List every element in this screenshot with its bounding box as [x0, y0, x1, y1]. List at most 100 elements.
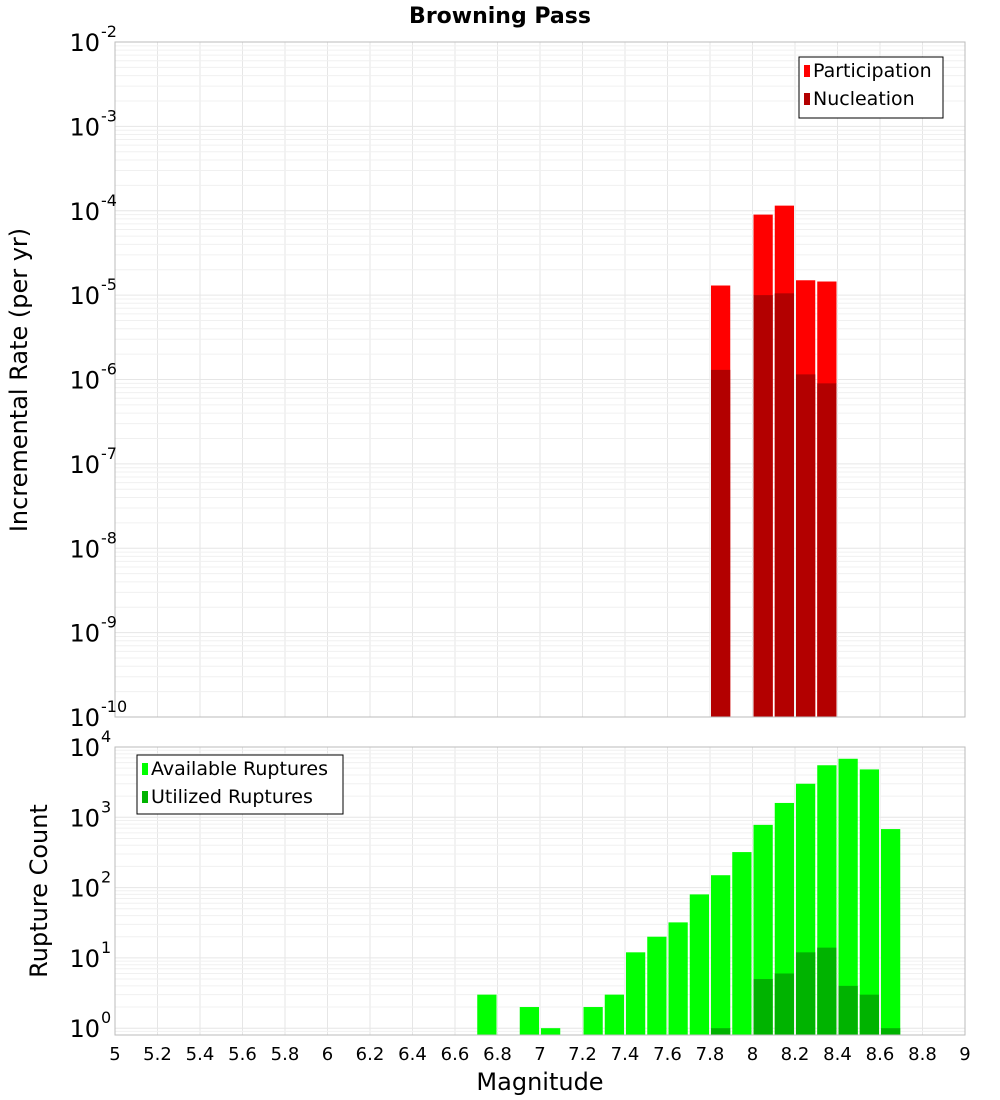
- y-tick-exponent: 0: [101, 1008, 111, 1027]
- y-tick-base: 10: [69, 535, 100, 563]
- utilized-ruptures-bar: [753, 979, 773, 1035]
- y-tick-label: 10 2: [69, 868, 111, 903]
- x-tick-label: 7.8: [696, 1044, 725, 1065]
- nucleation-bar: [711, 369, 731, 717]
- top-y-axis-label: Incremental Rate (per yr): [5, 228, 33, 532]
- y-tick-base: 10: [69, 875, 100, 903]
- y-tick-exponent: -5: [101, 275, 117, 294]
- x-tick-label: 5.6: [228, 1044, 257, 1065]
- x-tick-label: 8.4: [823, 1044, 852, 1065]
- y-tick-label: 10 1: [69, 938, 111, 973]
- x-tick-label: 8: [747, 1044, 758, 1065]
- y-tick-label: 10 0: [69, 1008, 111, 1043]
- legend-frame: [136, 754, 344, 815]
- y-tick-label: 10 -4: [69, 191, 117, 226]
- y-tick-base: 10: [69, 282, 100, 310]
- x-axis-label: Magnitude: [476, 1068, 603, 1096]
- available-ruptures-bar: [668, 922, 688, 1035]
- bottom-plot-frame: [114, 746, 966, 1036]
- y-tick-base: 10: [69, 367, 100, 395]
- legend-label: Participation: [813, 60, 932, 82]
- x-tick-label: 6.4: [398, 1044, 427, 1065]
- top-bars: [711, 205, 837, 718]
- bottom-y-axis-label: Rupture Count: [25, 804, 53, 978]
- y-tick-exponent: -6: [101, 360, 117, 379]
- x-tick-label: 5.8: [271, 1044, 300, 1065]
- y-tick-exponent: 2: [101, 868, 111, 887]
- x-tick-label: 7.2: [568, 1044, 597, 1065]
- available-ruptures-bar: [477, 994, 497, 1035]
- nucleation-bar: [753, 295, 773, 717]
- y-tick-exponent: -7: [101, 444, 117, 463]
- legend-frame: [798, 56, 944, 119]
- available-ruptures-bar: [626, 952, 646, 1035]
- available-ruptures-bar: [689, 894, 709, 1035]
- y-tick-label: 10 3: [69, 797, 111, 832]
- x-tick-label: 5.2: [143, 1044, 172, 1065]
- y-tick-base: 10: [69, 451, 100, 479]
- y-tick-exponent: -9: [101, 613, 117, 632]
- y-tick-exponent: -10: [101, 697, 127, 716]
- x-tick-label: 6.2: [356, 1044, 385, 1065]
- x-tick-label: 5.4: [186, 1044, 215, 1065]
- x-tick-label: 8.6: [866, 1044, 895, 1065]
- utilized-ruptures-bar: [859, 994, 879, 1035]
- utilized-ruptures-bar: [711, 1028, 731, 1035]
- legend-swatch: [142, 791, 148, 803]
- y-tick-exponent: -2: [101, 22, 117, 41]
- y-tick-label: 10 -3: [69, 106, 117, 141]
- legend-swatch: [804, 93, 810, 105]
- y-tick-exponent: 1: [101, 938, 111, 957]
- bottom-bars: [477, 758, 901, 1035]
- x-tick-labels: 5 5.2 5.4 5.6 5.8 6 6.2 6.4 6.6 6.8 7 7.2 7.4 7.6 7.8 8…: [109, 1044, 970, 1065]
- nucleation-bar: [796, 374, 816, 717]
- top-legend: Participation Nucleation: [798, 56, 944, 119]
- nucleation-bar: [774, 293, 794, 717]
- available-ruptures-bar: [732, 852, 752, 1035]
- available-ruptures-bar: [541, 1028, 561, 1035]
- legend-label: Utilized Ruptures: [151, 786, 313, 808]
- x-tick-label: 6: [322, 1044, 333, 1065]
- x-tick-label: 7: [534, 1044, 545, 1065]
- x-tick-label: 6.6: [441, 1044, 470, 1065]
- x-tick-label: 8.2: [781, 1044, 810, 1065]
- nucleation-bar: [817, 383, 837, 717]
- utilized-ruptures-bar: [817, 947, 837, 1035]
- top-plot-frame: [114, 41, 966, 718]
- y-tick-exponent: -8: [101, 528, 117, 547]
- legend-swatch: [804, 65, 810, 77]
- legend-label: Nucleation: [813, 88, 915, 110]
- bottom-legend: Available Ruptures Utilized Ruptures: [136, 754, 344, 815]
- utilized-ruptures-bar: [881, 1028, 901, 1035]
- y-tick-label: 10 -9: [69, 613, 117, 648]
- available-ruptures-bar: [519, 1007, 539, 1035]
- available-ruptures-bar: [711, 875, 731, 1035]
- y-tick-base: 10: [69, 1015, 100, 1043]
- y-tick-exponent: -3: [101, 106, 117, 125]
- y-tick-label: 10 -5: [69, 275, 117, 310]
- legend-label: Available Ruptures: [151, 758, 328, 780]
- y-tick-exponent: 4: [101, 727, 111, 746]
- y-tick-label: 10 -2: [69, 22, 117, 57]
- y-tick-label: 10 -8: [69, 528, 117, 563]
- utilized-ruptures-bar: [796, 952, 816, 1035]
- x-tick-label: 6.8: [483, 1044, 512, 1065]
- available-ruptures-bar: [859, 769, 879, 1035]
- y-tick-base: 10: [69, 198, 100, 226]
- y-tick-base: 10: [69, 704, 100, 732]
- y-tick-base: 10: [69, 620, 100, 648]
- utilized-ruptures-bar: [838, 985, 858, 1035]
- available-ruptures-bar: [604, 994, 624, 1035]
- y-tick-base: 10: [69, 734, 100, 762]
- y-tick-label: 10 -7: [69, 444, 117, 479]
- utilized-ruptures-bar: [774, 973, 794, 1035]
- available-ruptures-bar: [881, 829, 901, 1035]
- available-ruptures-bar: [647, 936, 667, 1035]
- available-ruptures-bar: [583, 1007, 603, 1035]
- x-tick-label: 5: [109, 1044, 120, 1065]
- y-tick-exponent: 3: [101, 797, 111, 816]
